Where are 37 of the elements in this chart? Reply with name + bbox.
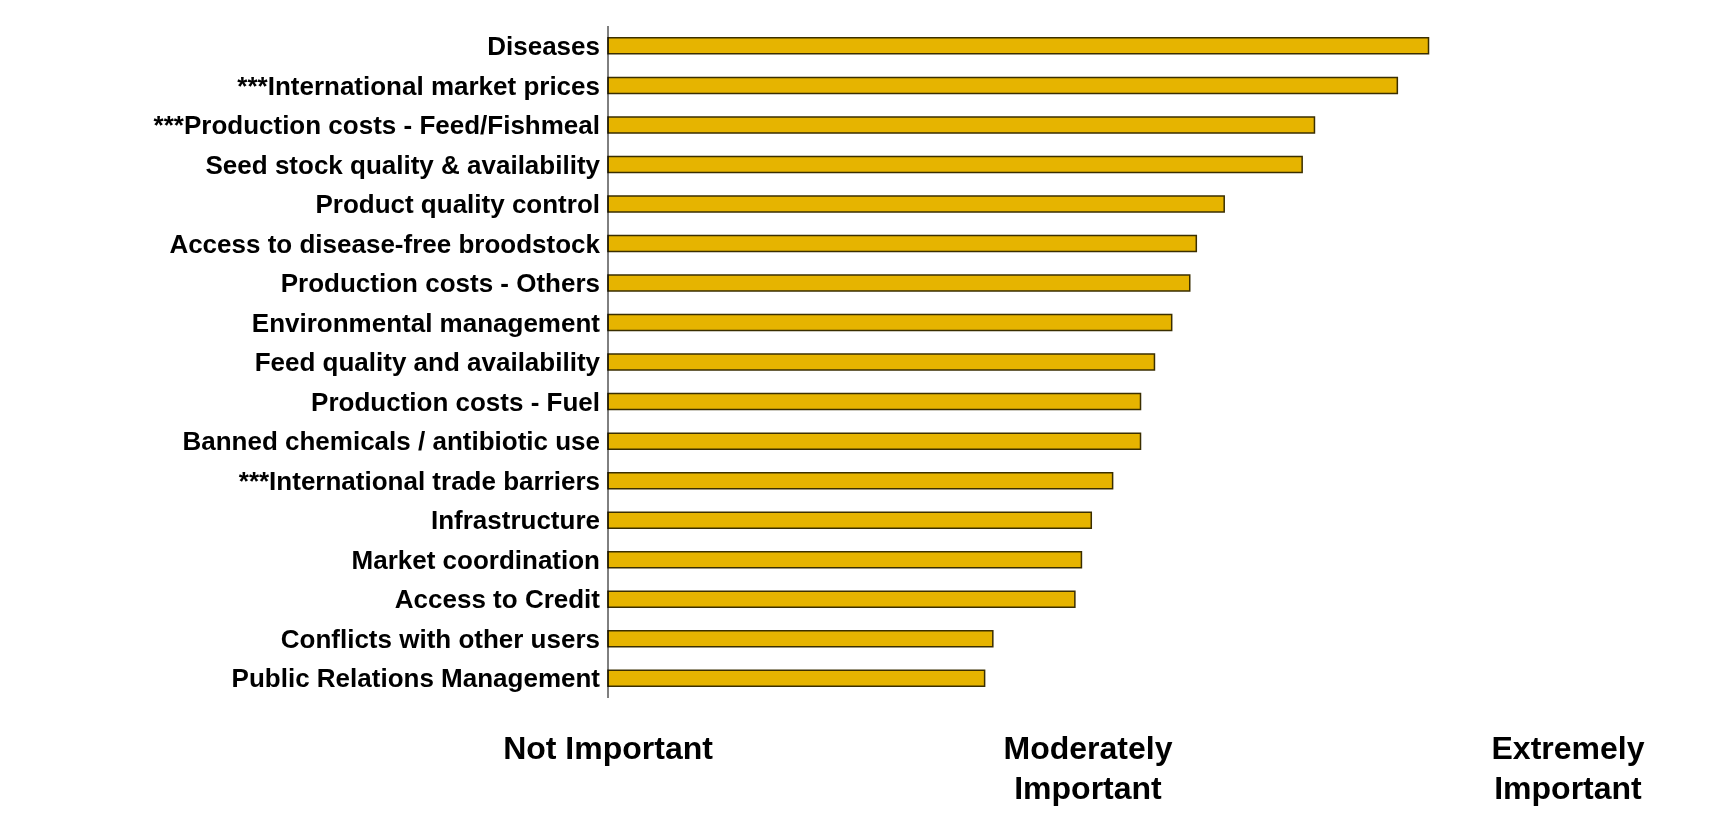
text: Extremely Important [1490,729,1646,808]
bar [607,353,1156,371]
y-tick-label: Infrastructure [430,505,600,536]
y-tick-label: Access to Credit [394,584,601,615]
bar [607,432,1142,450]
bar [607,195,1225,213]
y-tick-label: Market coordination [351,544,600,575]
bar [607,76,1399,95]
y-tick-label: Conflicts with other users [280,623,600,654]
y-tick-label: Environmental management [251,307,601,338]
bar [607,234,1198,253]
y-tick-label: ***Production costs - Feed/Fishmeal [153,110,600,141]
bar [607,471,1114,490]
y-tick-label: Diseases [487,30,600,61]
bar [607,274,1191,292]
y-tick-label: Production costs - Others [280,268,600,299]
y-tick-label: ***International market prices [237,70,600,101]
y-tick-label: Seed stock quality & availability [205,149,601,180]
y-tick-label: Feed quality and availability [254,347,601,378]
y-tick-label: Access to disease-free broodstock [169,228,601,259]
y-tick-label: Banned chemicals / antibiotic use [182,426,600,457]
bar [607,550,1083,569]
text: Not Important [502,729,714,768]
y-tick-label: Product quality control [315,189,600,220]
bar [607,116,1316,134]
bar [607,511,1093,529]
text: Moderately Important [1002,729,1174,808]
y-tick-label: Public Relations Management [231,663,601,694]
y-tick-label: ***International trade barriers [238,465,600,496]
bar [607,590,1076,609]
bar [607,630,994,648]
y-tick-label: Production costs - Fuel [311,386,600,417]
bar [607,313,1173,332]
bar [607,37,1430,55]
bar [607,155,1303,174]
bar [607,669,986,688]
bar [607,392,1142,411]
